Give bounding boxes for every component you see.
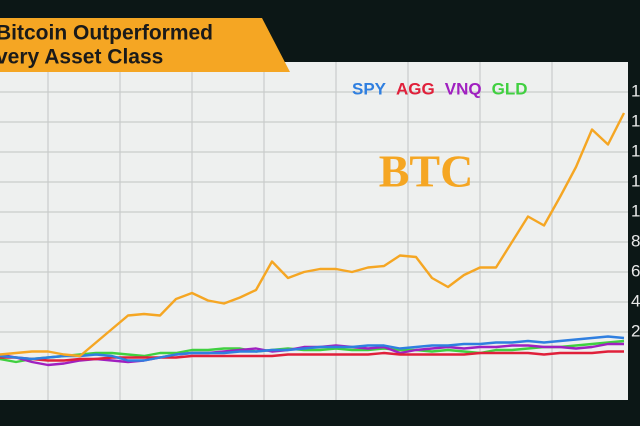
legend-entry: GLD: [492, 79, 528, 98]
legend: SPY AGG VNQ GLD: [352, 79, 528, 98]
legend-entry: VNQ: [445, 79, 482, 98]
series-line: [0, 339, 625, 364]
y-tick-label: 1: [631, 201, 640, 220]
plot-panel: [0, 62, 628, 400]
legend-entry: AGG: [396, 79, 435, 98]
y-tick-label: 4: [631, 291, 640, 310]
title-line: very Asset Class: [0, 46, 163, 69]
series-line: [0, 112, 626, 358]
y-tick-label: 1: [631, 111, 640, 130]
y-tick-label: 2: [631, 321, 640, 340]
lines: [0, 112, 626, 367]
y-tick-label: 6: [631, 261, 640, 280]
series-line: [0, 335, 625, 362]
y-tick-label: 1: [631, 81, 640, 100]
title-banner: [0, 18, 290, 72]
title-line: Bitcoin Outperformed: [0, 22, 213, 45]
grid: [0, 91, 628, 333]
y-tick-label: 1: [631, 171, 640, 190]
annotation: BTC: [379, 146, 474, 197]
series-line: [0, 350, 624, 362]
y-tick-label: 8: [631, 231, 640, 250]
legend-entry: SPY: [352, 79, 387, 98]
y-tick-label: 1: [631, 141, 640, 160]
